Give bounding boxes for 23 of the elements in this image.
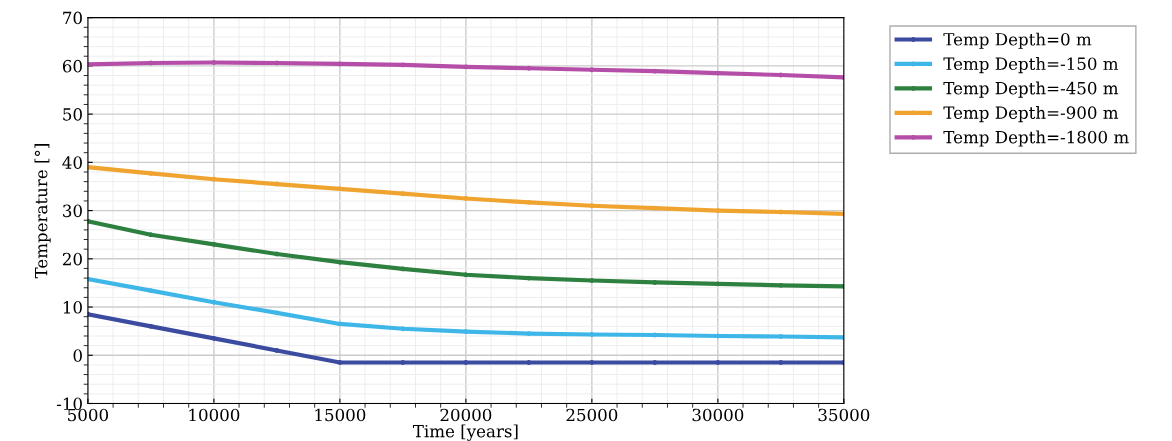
y-tick-label: 30 bbox=[63, 204, 82, 218]
legend-label: Temp Depth=-1800 m bbox=[943, 130, 1129, 147]
y-axis-title: Temperature [°] bbox=[34, 144, 51, 279]
y-tick-label: 60 bbox=[62, 59, 82, 73]
y-tick-label: 10 bbox=[63, 301, 82, 314]
legend-label: Temp Depth=-900 m bbox=[943, 106, 1119, 123]
x-tick-label: 20000 bbox=[440, 408, 492, 422]
y-tick-label: 20 bbox=[62, 252, 82, 266]
legend-label: Temp Depth=-450 m bbox=[943, 81, 1119, 98]
x-tick-label: 15000 bbox=[315, 408, 366, 422]
x-tick-label: 35000 bbox=[818, 408, 870, 422]
x-axis-title: Time [years] bbox=[412, 424, 518, 441]
x-tick-label: 5000 bbox=[68, 408, 108, 422]
y-tick-label: 40 bbox=[62, 156, 82, 169]
legend-label: Temp Depth=0 m bbox=[943, 32, 1092, 49]
y-tick-label: 50 bbox=[63, 108, 82, 121]
x-tick-label: 30000 bbox=[692, 408, 744, 422]
legend-label: Temp Depth=-150 m bbox=[943, 57, 1119, 74]
y-tick-label: 70 bbox=[63, 11, 82, 25]
y-tick-label: 0 bbox=[73, 349, 82, 362]
y-tick-label: -10 bbox=[56, 397, 82, 411]
x-tick-label: 10000 bbox=[189, 408, 240, 422]
x-tick-label: 25000 bbox=[566, 408, 618, 422]
